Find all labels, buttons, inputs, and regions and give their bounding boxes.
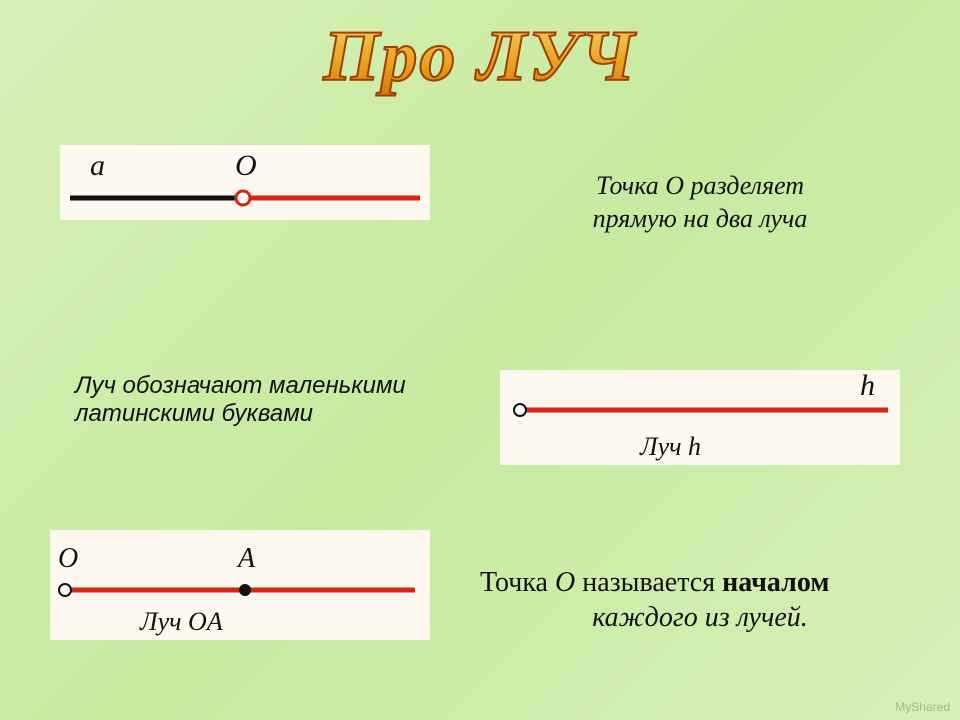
text1-line2: прямую на два луча xyxy=(593,204,808,233)
fig1-label-O: O xyxy=(235,149,257,182)
text3-part-d: началом xyxy=(722,567,829,598)
fig2-caption: Луч h xyxy=(639,432,701,461)
fig2-label-h: h xyxy=(860,369,875,402)
watermark: MyShared xyxy=(895,700,950,714)
fig2-point-origin xyxy=(514,404,526,416)
text-ray-lowercase-letters: Луч обозначают маленькими латинскими бук… xyxy=(75,372,406,428)
text3-part-a: Точка xyxy=(480,567,555,598)
text1-line1: Точка О разделяет xyxy=(596,171,804,200)
fig3-point-O xyxy=(59,584,71,596)
fig3-point-A xyxy=(239,584,251,596)
fig3-caption: Луч OA xyxy=(139,607,223,636)
text-point-O-origin: Точка O называется началом каждого из лу… xyxy=(480,565,920,635)
text3-part-c: называется xyxy=(575,567,722,598)
text-point-splits-line: Точка О разделяет прямую на два луча xyxy=(540,170,860,235)
caption2-line1: Луч обозначают маленькими xyxy=(75,372,406,399)
text3-line2: каждого из лучей. xyxy=(480,600,920,635)
caption2-line2: латинскими буквами xyxy=(75,400,313,427)
text3-part-b: O xyxy=(555,567,575,598)
fig3-label-O: O xyxy=(58,543,78,574)
fig1-label-a: a xyxy=(90,149,105,182)
fig1-point-O xyxy=(236,191,250,205)
fig3-label-A: A xyxy=(236,543,256,574)
